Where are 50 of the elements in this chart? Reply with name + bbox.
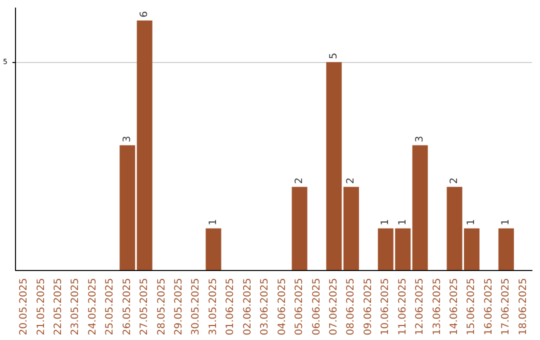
x-tick-label: 01.06.2025 [225, 278, 236, 336]
data-label: 5 [328, 52, 340, 60]
x-tick-label: 11.06.2025 [397, 278, 408, 336]
x-tick-label: 14.06.2025 [449, 278, 460, 336]
x-tick-label: 06.06.2025 [311, 278, 322, 336]
x-tick-label: 03.06.2025 [260, 278, 271, 336]
data-label: 1 [208, 219, 219, 226]
x-tick-label: 15.06.2025 [466, 278, 478, 336]
x-tick-label: 09.06.2025 [362, 278, 374, 336]
x-tick-label: 18.06.2025 [518, 278, 529, 336]
x-tick-label: 13.06.2025 [432, 278, 443, 336]
data-label: 2 [294, 177, 306, 184]
bar [120, 145, 136, 270]
x-tick-label: 07.06.2025 [328, 278, 340, 336]
data-label: 3 [122, 136, 133, 142]
bar [136, 20, 152, 270]
bar [206, 228, 222, 270]
bar [326, 62, 342, 270]
data-label: 3 [414, 136, 426, 142]
x-tick-label: 04.06.2025 [276, 278, 288, 336]
bar [412, 145, 428, 270]
x-tick-label: 27.05.2025 [139, 278, 150, 336]
x-tick-label: 21.05.2025 [36, 278, 47, 336]
bar [498, 228, 514, 270]
x-tick-label: 08.06.2025 [346, 278, 357, 336]
data-label: 2 [346, 177, 357, 184]
x-tick-label: 12.06.2025 [414, 278, 426, 336]
data-label: 2 [449, 177, 460, 184]
x-tick-label: 28.05.2025 [156, 278, 168, 336]
data-label: 1 [397, 219, 408, 226]
bar [343, 186, 359, 270]
x-tick-label: 30.05.2025 [190, 278, 202, 336]
x-tick-label: 29.05.2025 [174, 278, 185, 336]
x-tick-label: 25.05.2025 [104, 278, 116, 336]
x-tick-label: 20.05.2025 [18, 278, 30, 336]
x-tick-label: 10.06.2025 [380, 278, 392, 336]
x-tick-label: 05.06.2025 [294, 278, 306, 336]
x-tick-label: 24.05.2025 [87, 278, 98, 336]
x-tick-label: 17.06.2025 [500, 278, 512, 336]
x-tick-label: 02.06.2025 [242, 278, 254, 336]
data-label: 1 [500, 219, 512, 226]
data-label: 6 [139, 11, 150, 18]
x-tick-label: 26.05.2025 [122, 278, 133, 336]
x-tick-label: 31.05.2025 [208, 278, 219, 336]
x-tick-label: 16.06.2025 [483, 278, 494, 336]
data-label: 1 [466, 219, 478, 226]
bar [292, 186, 308, 270]
x-tick-label: 22.05.2025 [53, 278, 64, 336]
data-label: 1 [380, 219, 392, 226]
x-tick-label: 23.05.2025 [70, 278, 82, 336]
